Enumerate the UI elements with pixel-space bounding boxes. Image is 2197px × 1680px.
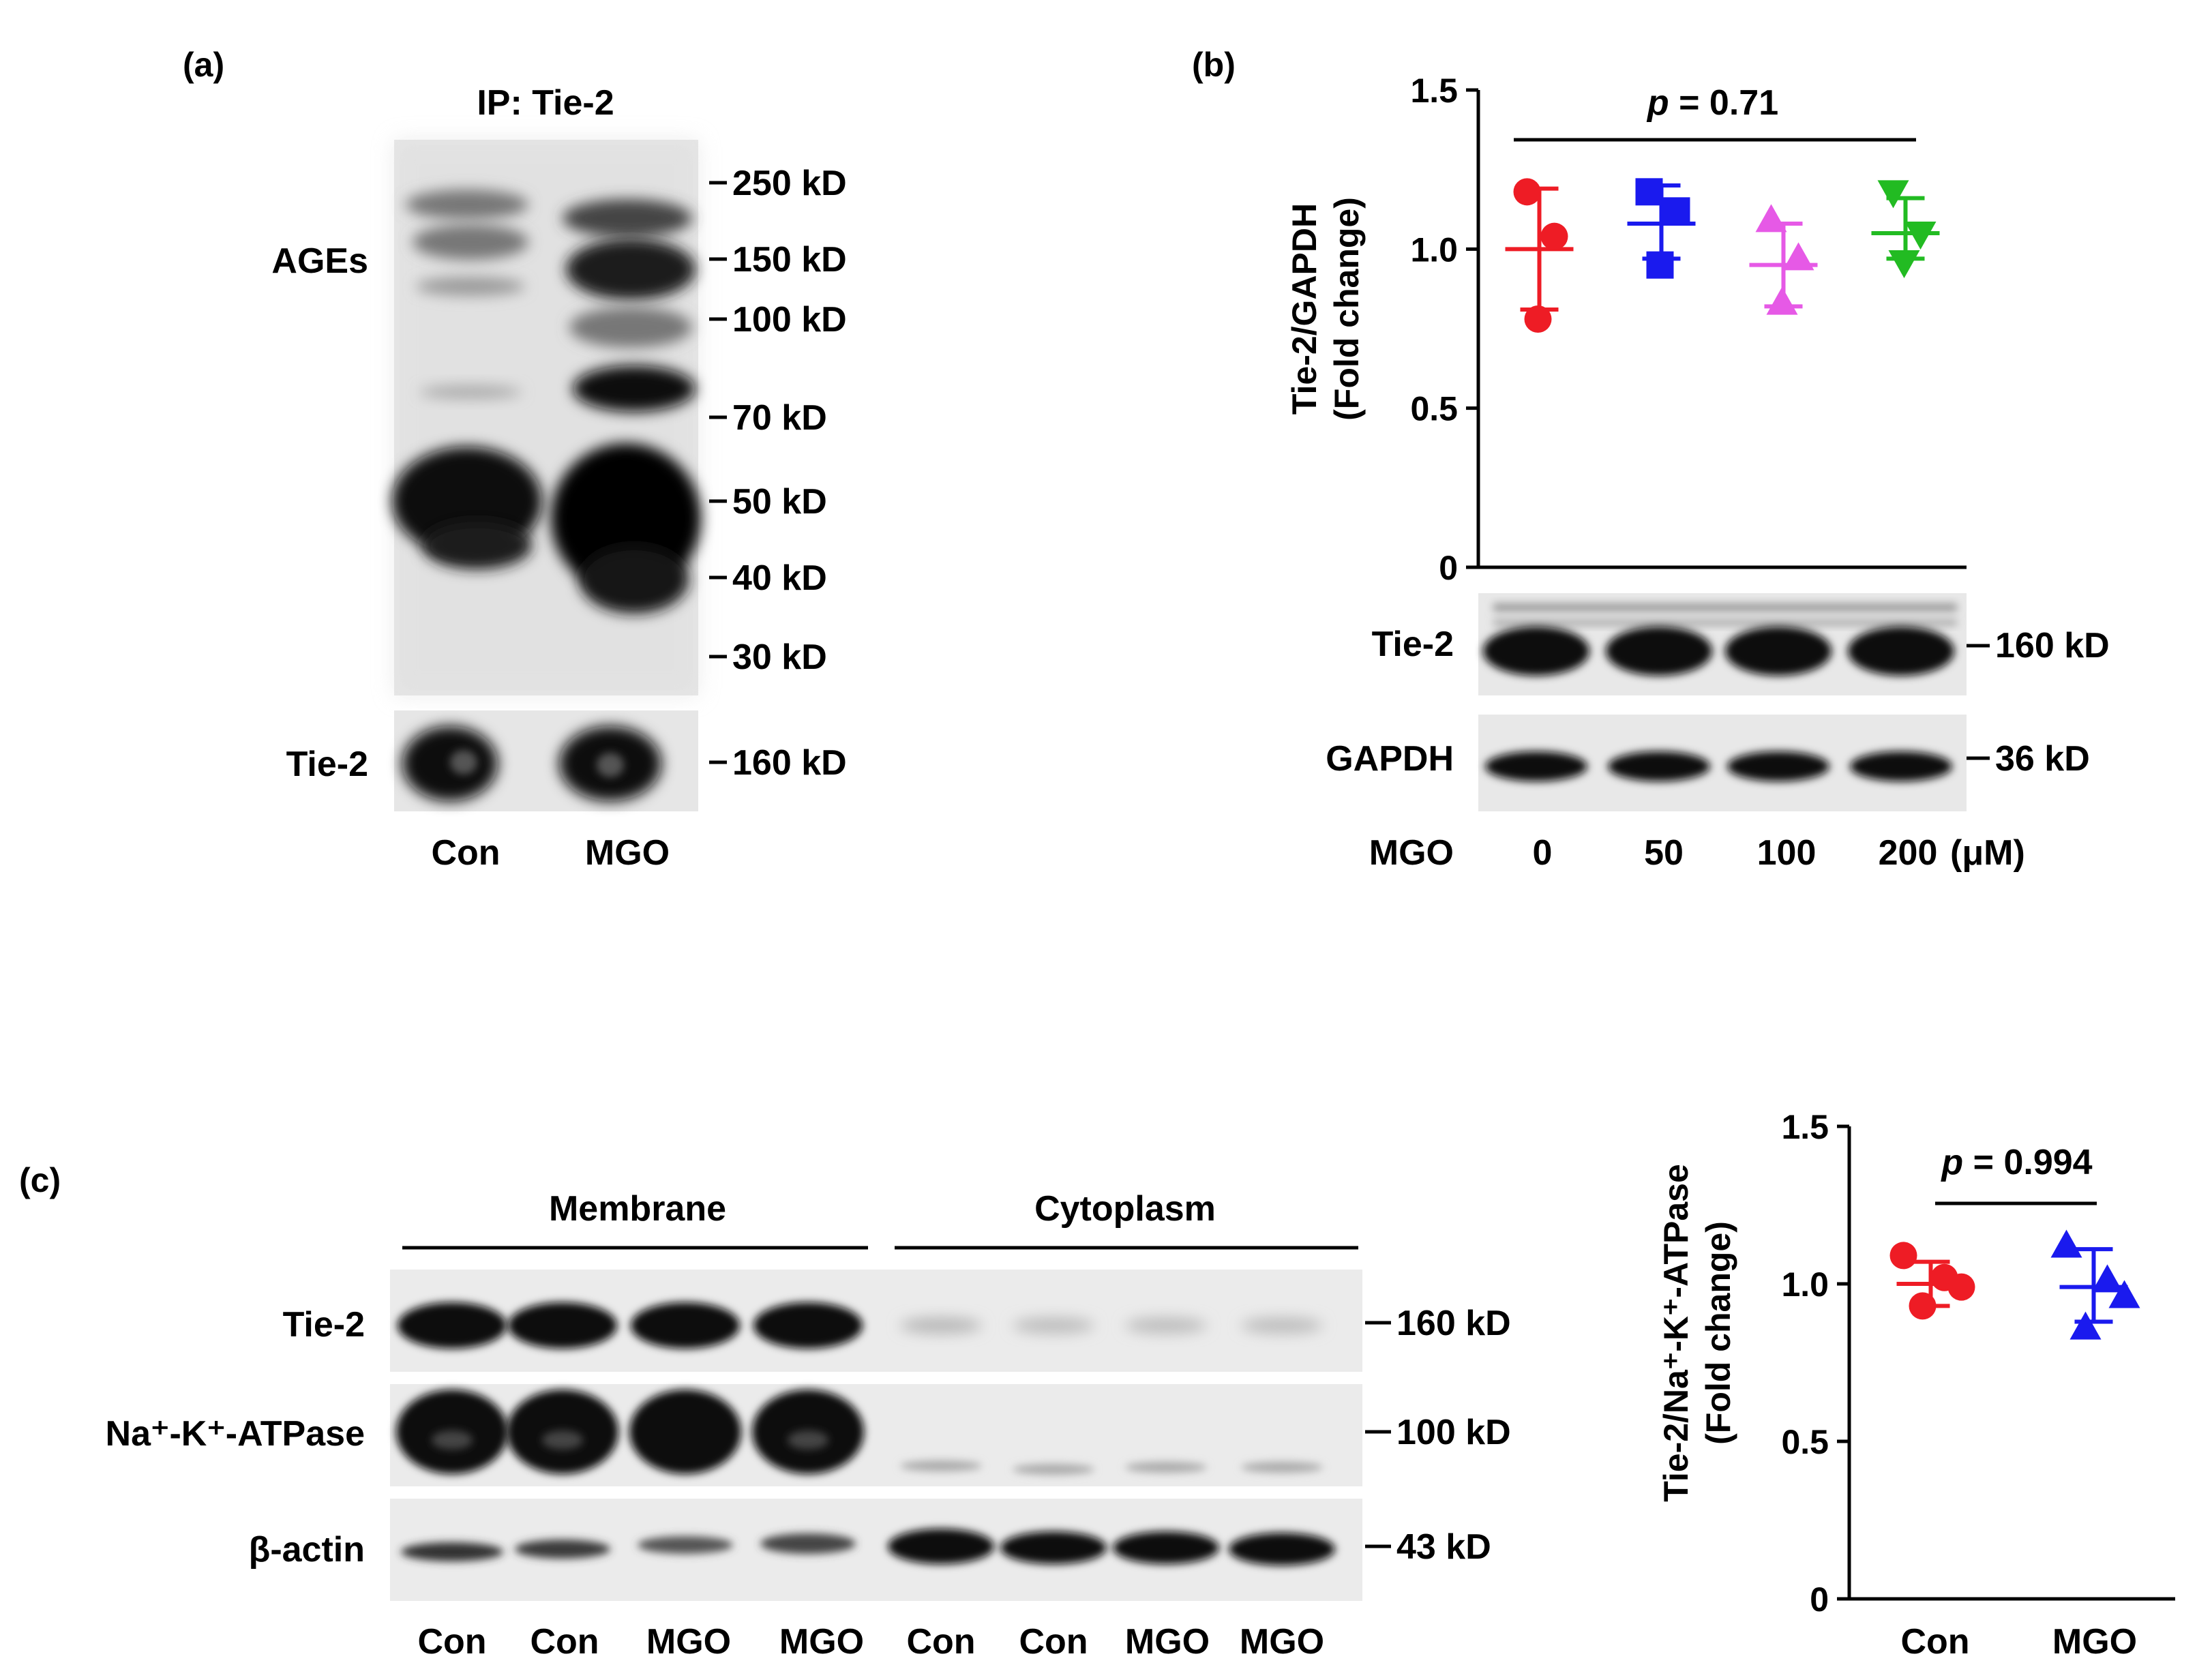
tie2-blot-a [394, 710, 698, 811]
data-point [1755, 204, 1787, 232]
y-tick-label: 0 [1439, 549, 1458, 587]
lane-c-1: Con [417, 1622, 486, 1662]
lane-mgo-a: MGO [585, 833, 670, 873]
data-point [1877, 180, 1909, 209]
row-label-ages: AGEs [271, 241, 368, 281]
xlabel-c-con: Con [1900, 1622, 1969, 1662]
lane-c-8: MGO [1240, 1622, 1324, 1662]
panel-a-label: (a) [183, 46, 224, 84]
y-tick-label: 1.5 [1410, 72, 1458, 110]
row-label-atpase: Na⁺-K⁺-ATPase [106, 1414, 365, 1454]
lane-b-50: 50 [1644, 833, 1684, 873]
marker-50: 50 kD [732, 482, 827, 522]
y-tick-label: 1.0 [1781, 1265, 1829, 1304]
data-point [1646, 251, 1674, 279]
lane-b-100: 100 [1757, 833, 1817, 873]
data-point [2108, 1280, 2140, 1308]
series-group [1749, 204, 1818, 315]
lane-c-4: MGO [779, 1622, 864, 1662]
series-group [1871, 180, 1940, 278]
series-group [2050, 1229, 2140, 1340]
pvalue-c: p = 0.994 [1940, 1143, 2092, 1182]
data-point [1524, 305, 1552, 333]
marker-160-a: 160 kD [732, 743, 847, 783]
ages-marker-ladder: 250 kD 150 kD 100 kD 70 kD 50 kD 40 kD 3… [709, 164, 847, 677]
data-point [2050, 1229, 2082, 1258]
row-label-gapdh: GAPDH [1326, 739, 1454, 779]
data-point [1635, 178, 1663, 206]
y-tick-label: 0.5 [1781, 1423, 1829, 1461]
lane-c-6: Con [1019, 1622, 1088, 1662]
ip-label: IP: Tie-2 [477, 83, 614, 123]
panel-a: (a) IP: Tie-2 AGEs [183, 46, 847, 873]
data-point [1782, 242, 1814, 271]
series-group [1889, 1242, 1975, 1320]
marker-70: 70 kD [732, 398, 827, 438]
data-point [1889, 1242, 1917, 1270]
gapdh-blot [1478, 715, 1967, 811]
row-label-actin: β-actin [249, 1530, 365, 1570]
data-point [1904, 222, 1937, 250]
marker-43-c: 43 kD [1396, 1527, 1491, 1567]
group-membrane: Membrane [549, 1189, 726, 1229]
panel-b: (b) Tie-2/GAPDH (Fold change) 0 0.5 1.0 1.5… [1192, 46, 2110, 873]
data-point [2069, 1311, 2102, 1340]
marker-40: 40 kD [732, 558, 827, 598]
y-tick-label: 1.0 [1410, 230, 1458, 269]
row-label-tie2-a: Tie-2 [286, 745, 368, 784]
pvalue-b: p = 0.71 [1646, 83, 1778, 123]
y-tick-label: 0 [1810, 1580, 1829, 1619]
chart-b: 0 0.5 1.0 1.5 [1410, 72, 1967, 587]
ylabel-c-line1: Tie-2/Na⁺-K⁺-ATPase [1657, 1164, 1695, 1502]
lane-c-7: MGO [1125, 1622, 1210, 1662]
ylabel-c-line2: (Fold change) [1699, 1221, 1737, 1445]
lane-con-a: Con [431, 833, 500, 873]
y-tick-label: 0.5 [1410, 390, 1458, 428]
lane-b-200: 200 [1879, 833, 1938, 873]
ylabel-b-line2: (Fold change) [1328, 197, 1366, 421]
marker-36-b: 36 kD [1995, 739, 2090, 779]
actin-blot [390, 1499, 1362, 1601]
marker-150: 150 kD [732, 240, 847, 280]
marker-160-c: 160 kD [1396, 1304, 1511, 1343]
lane-c-3: MGO [646, 1622, 731, 1662]
panel-c: (c) Membrane Cytoplasm Tie-2 160 kD Na⁺-… [19, 1108, 2175, 1662]
xlabel-c-mgo: MGO [2052, 1622, 2137, 1662]
panel-c-label: (c) [19, 1161, 61, 1199]
lane-c-5: Con [906, 1622, 975, 1662]
ages-blot [392, 140, 701, 695]
marker-100: 100 kD [732, 300, 847, 340]
series-group [1627, 178, 1696, 279]
marker-100-c: 100 kD [1396, 1413, 1511, 1452]
marker-250: 250 kD [732, 164, 847, 203]
lane-b-0: 0 [1533, 833, 1553, 873]
ylabel-b-line1: Tie-2/GAPDH [1285, 203, 1324, 415]
row-label-tie2-b: Tie-2 [1372, 625, 1454, 664]
tie2-blot-b [1478, 593, 1967, 695]
lane-c-2: Con [530, 1622, 599, 1662]
marker-30: 30 kD [732, 638, 827, 677]
panel-b-label: (b) [1192, 46, 1236, 84]
data-point [1662, 197, 1690, 225]
data-point [1513, 178, 1541, 206]
chart-c: 0 0.5 1.0 1.5 [1781, 1108, 2175, 1619]
row-label-tie2-c: Tie-2 [283, 1305, 365, 1345]
marker-160-b: 160 kD [1995, 626, 2110, 665]
treatment-label-b: MGO [1369, 833, 1454, 873]
atpase-blot [390, 1384, 1362, 1486]
y-tick-label: 1.5 [1781, 1108, 1829, 1146]
data-point [1888, 250, 1920, 278]
data-point [1909, 1292, 1937, 1320]
series-group [1505, 178, 1574, 333]
data-point [1540, 222, 1568, 250]
tie2-blot-c [390, 1270, 1362, 1372]
unit-b: (μM) [1950, 833, 2025, 873]
data-point [2091, 1264, 2123, 1293]
group-cytoplasm: Cytoplasm [1034, 1189, 1216, 1229]
data-point [1947, 1273, 1975, 1301]
data-point [1766, 286, 1798, 315]
